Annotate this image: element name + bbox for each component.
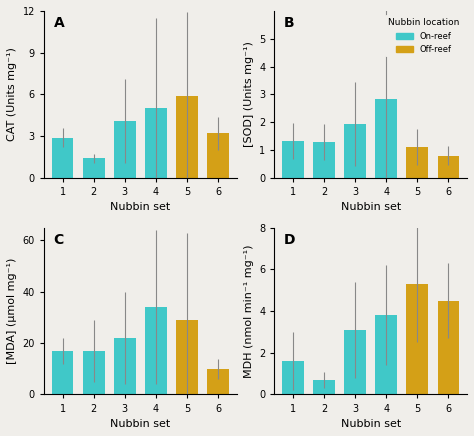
Bar — [406, 146, 428, 178]
Bar — [83, 351, 104, 395]
Bar — [344, 330, 366, 395]
Bar — [282, 361, 304, 395]
Bar — [52, 137, 73, 178]
Bar — [375, 315, 397, 395]
Y-axis label: [MDA] (μmol mg⁻¹): [MDA] (μmol mg⁻¹) — [7, 258, 17, 364]
Legend: On-reef, Off-reef: On-reef, Off-reef — [385, 15, 463, 57]
Bar — [282, 141, 304, 178]
Y-axis label: MDH (nmol min⁻¹ mg⁻¹): MDH (nmol min⁻¹ mg⁻¹) — [244, 244, 254, 378]
X-axis label: Nubbin set: Nubbin set — [341, 202, 401, 212]
Text: A: A — [54, 16, 64, 30]
X-axis label: Nubbin set: Nubbin set — [110, 419, 170, 429]
Y-axis label: [SOD] (Units mg⁻¹): [SOD] (Units mg⁻¹) — [244, 41, 254, 147]
Bar — [176, 320, 198, 395]
Bar — [438, 156, 459, 178]
Text: D: D — [284, 232, 295, 247]
Bar — [438, 300, 459, 395]
Bar — [313, 142, 335, 178]
Bar — [207, 369, 229, 395]
Text: B: B — [284, 16, 295, 30]
Bar — [145, 307, 167, 395]
X-axis label: Nubbin set: Nubbin set — [341, 419, 401, 429]
Bar — [52, 351, 73, 395]
Y-axis label: CAT (Units mg⁻¹): CAT (Units mg⁻¹) — [7, 48, 17, 141]
Bar — [114, 121, 136, 178]
Bar — [344, 124, 366, 178]
Bar — [114, 338, 136, 395]
Bar — [176, 96, 198, 178]
Bar — [313, 380, 335, 395]
Bar — [375, 99, 397, 178]
Bar — [406, 284, 428, 395]
X-axis label: Nubbin set: Nubbin set — [110, 202, 170, 212]
Bar — [83, 158, 104, 178]
Text: C: C — [54, 232, 64, 247]
Bar — [145, 108, 167, 178]
Bar — [207, 133, 229, 178]
